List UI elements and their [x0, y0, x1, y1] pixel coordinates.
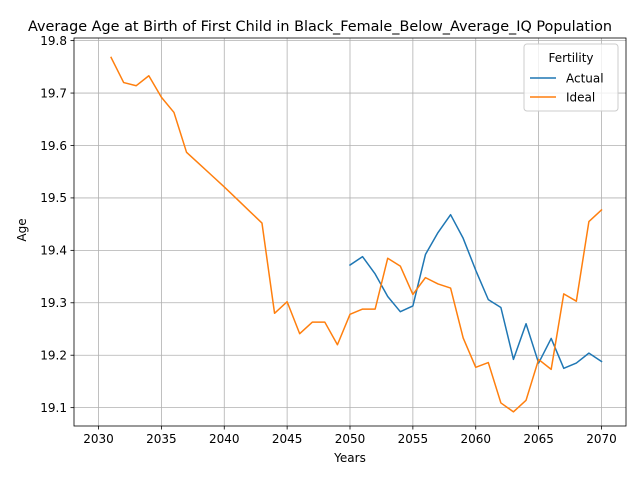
series-lines: [110, 56, 603, 413]
x-tick-label: 2050: [335, 432, 366, 446]
x-tick-label: 2040: [209, 432, 240, 446]
y-axis: 19.1 19.2 19.3 19.4 19.5 19.6 19.7 19.8: [40, 34, 74, 415]
series-line-actual: [348, 213, 603, 370]
x-axis-label: Years: [333, 451, 366, 465]
y-tick-label: 19.4: [40, 244, 67, 258]
y-tick-label: 19.8: [40, 34, 67, 48]
x-tick-label: 2055: [398, 432, 429, 446]
chart-title: Average Age at Birth of First Child in B…: [28, 19, 612, 35]
y-tick-label: 19.7: [40, 86, 67, 100]
x-tick-label: 2065: [523, 432, 554, 446]
legend: Fertility Actual Ideal: [523, 43, 619, 112]
legend-title: Fertility: [548, 51, 593, 65]
x-tick-label: 2060: [460, 432, 491, 446]
y-axis-label: Age: [15, 218, 29, 241]
legend-label-actual: Actual: [566, 71, 604, 85]
y-tick-label: 19.6: [40, 139, 67, 153]
y-tick-label: 19.2: [40, 349, 67, 363]
legend-label-ideal: Ideal: [566, 90, 595, 104]
legend-box: [523, 43, 619, 112]
series-line-ideal: [110, 56, 603, 413]
x-tick-label: 2035: [146, 432, 177, 446]
grid-lines: [74, 38, 626, 426]
y-tick-label: 19.5: [40, 191, 67, 205]
x-tick-label: 2070: [586, 432, 617, 446]
x-tick-label: 2045: [272, 432, 303, 446]
y-tick-label: 19.3: [40, 296, 67, 310]
x-tick-label: 2030: [83, 432, 114, 446]
x-axis: 2030 2035 2040 2045 2050 2055 2060 2065 2070: [83, 426, 617, 446]
y-tick-label: 19.1: [40, 401, 67, 415]
